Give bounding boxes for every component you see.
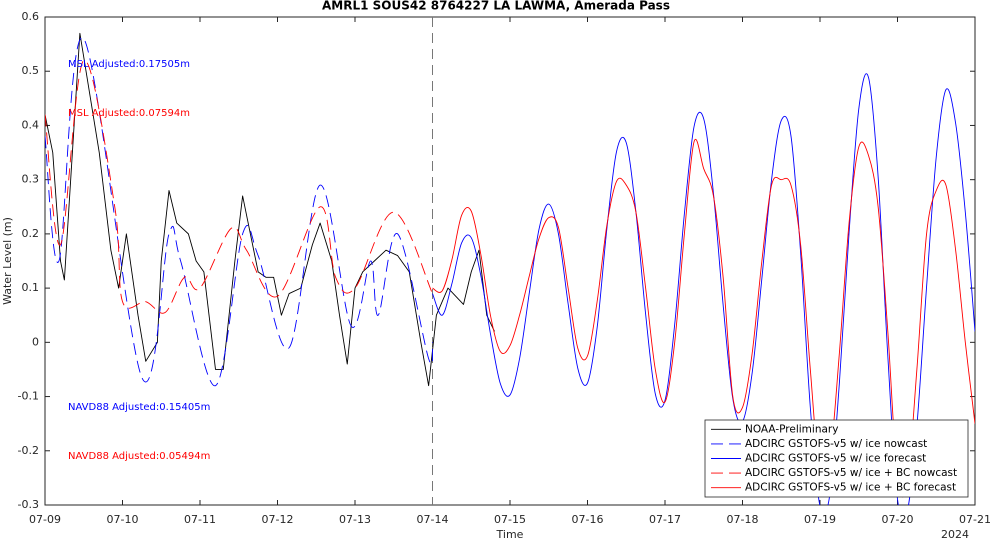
y-tick-label: 0.6 xyxy=(22,10,40,23)
legend-box xyxy=(704,419,969,498)
legend-label: ADCIRC GSTOFS-v5 w/ ice forecast xyxy=(745,453,926,465)
x-tick-label: 07-20 xyxy=(882,513,914,526)
chart-title: AMRL1 SOUS42 8764227 LA LAWMA, Amerada P… xyxy=(322,0,670,13)
annotation: MSL Adjusted:0.17505m xyxy=(68,59,190,70)
annotation: MSL Adjusted:0.07594m xyxy=(68,108,190,119)
x-tick-label: 07-09 xyxy=(29,513,61,526)
legend-label: NOAA-Preliminary xyxy=(745,423,838,435)
legend-label: ADCIRC GSTOFS-v5 w/ ice + BC nowcast xyxy=(745,467,957,479)
x-tick-label: 07-10 xyxy=(107,513,139,526)
series-line xyxy=(45,37,433,387)
annotation: NAVD88 Adjusted:0.15405m xyxy=(68,402,210,413)
series-line xyxy=(432,138,975,498)
y-tick-label: 0.1 xyxy=(22,281,40,294)
y-axis-label: Water Level (m) xyxy=(1,217,14,305)
x-tick-label: 07-13 xyxy=(339,513,371,526)
x-tick-label: 07-14 xyxy=(417,513,449,526)
y-tick-label: 0.4 xyxy=(22,118,40,131)
x-tick-label: 07-11 xyxy=(184,513,216,526)
series-line xyxy=(45,32,495,387)
legend-label: ADCIRC GSTOFS-v5 w/ ice nowcast xyxy=(745,438,927,450)
y-tick-label: -0.2 xyxy=(18,444,39,457)
x-tick-label: 07-17 xyxy=(649,513,681,526)
y-tick-label: 0 xyxy=(32,335,39,348)
x-tick-label: 07-15 xyxy=(494,513,526,526)
y-tick-label: 0.2 xyxy=(22,227,40,240)
y-tick-label: -0.3 xyxy=(18,498,39,511)
annotation: NAVD88 Adjusted:0.05494m xyxy=(68,451,210,462)
x-tick-label: 07-16 xyxy=(572,513,604,526)
x-sublabel: 2024 xyxy=(941,528,969,541)
y-tick-label: 0.5 xyxy=(22,64,40,77)
x-tick-label: 07-21 xyxy=(959,513,991,526)
legend-label: ADCIRC GSTOFS-v5 w/ ice + BC forecast xyxy=(745,482,956,494)
x-tick-label: 07-12 xyxy=(262,513,294,526)
series-line xyxy=(45,59,433,314)
x-tick-label: 07-19 xyxy=(804,513,836,526)
y-tick-label: 0.3 xyxy=(22,173,40,186)
series-line xyxy=(432,73,975,505)
y-tick-label: -0.1 xyxy=(18,390,39,403)
x-axis-label: Time xyxy=(496,528,524,541)
x-tick-label: 07-18 xyxy=(727,513,759,526)
plot-lines xyxy=(45,32,975,505)
